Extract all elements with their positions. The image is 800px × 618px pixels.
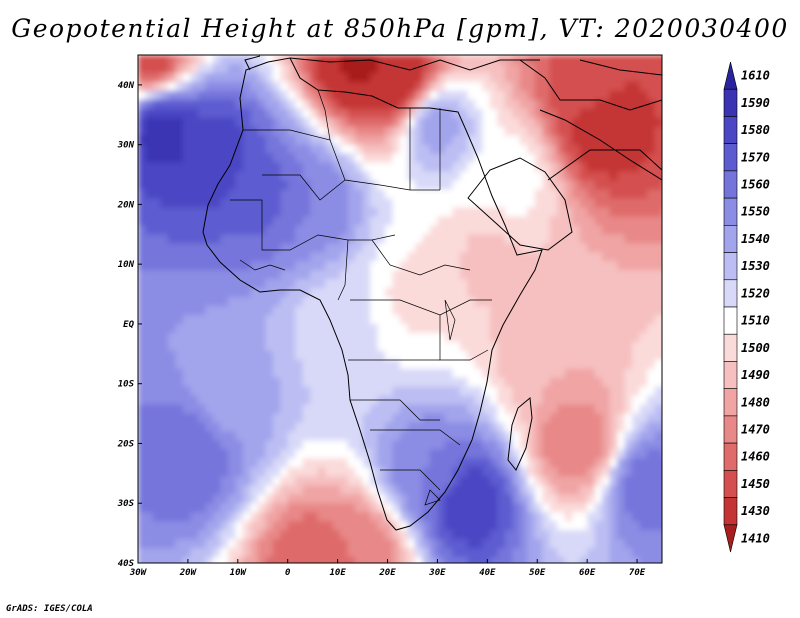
legend-swatch bbox=[723, 116, 738, 144]
coastlines bbox=[202, 55, 662, 531]
legend-label: 1500 bbox=[741, 341, 770, 355]
lon-tick-label: 70E bbox=[629, 568, 646, 578]
legend-label: 1570 bbox=[741, 150, 770, 164]
lat-tick-label: 40S bbox=[118, 559, 135, 569]
legend-label: 1410 bbox=[741, 531, 770, 545]
legend-swatch bbox=[723, 225, 738, 253]
lon-tick-label: 10E bbox=[329, 568, 346, 578]
legend-label: 1430 bbox=[741, 504, 770, 518]
lat-tick-label: 30N bbox=[117, 141, 135, 151]
lon-tick-label: 30W bbox=[129, 568, 148, 578]
geopotential-field bbox=[138, 55, 662, 563]
legend-label: 1450 bbox=[741, 477, 770, 491]
legend-swatch bbox=[723, 361, 738, 389]
lat-tick-label: 20S bbox=[117, 439, 135, 449]
country-borders bbox=[230, 89, 492, 506]
legend-swatch bbox=[723, 306, 738, 335]
legend-swatch bbox=[723, 470, 738, 498]
legend-label: 1610 bbox=[741, 69, 770, 83]
lat-tick-label: EQ bbox=[123, 320, 134, 330]
legend-label: 1560 bbox=[741, 178, 770, 192]
lon-tick-label: 20W bbox=[179, 568, 198, 578]
lon-tick-label: 40E bbox=[479, 568, 496, 578]
legend-label: 1460 bbox=[741, 450, 770, 464]
lat-tick-label: 20N bbox=[117, 200, 135, 210]
lon-tick-label: 10W bbox=[230, 568, 248, 578]
legend-label: 1580 bbox=[741, 123, 770, 137]
legend-swatch bbox=[723, 88, 738, 117]
legend-label: 1510 bbox=[741, 314, 770, 328]
legend-label: 1590 bbox=[741, 96, 770, 110]
legend-swatch bbox=[723, 442, 738, 471]
latitude-axis: 40N 30N 20N 10N EQ 10S 20S 30S 40S bbox=[117, 81, 142, 569]
lon-tick-label: 30E bbox=[428, 568, 446, 578]
lat-tick-label: 40N bbox=[118, 81, 135, 91]
lon-tick-label: 60E bbox=[579, 568, 596, 578]
legend-swatch bbox=[723, 197, 738, 226]
legend-swatch bbox=[723, 388, 738, 417]
colorbar-legend: 1610 1590 1580 1570 1560 1550 1540 1530 1520 1510… bbox=[723, 61, 770, 553]
legend-swatch bbox=[723, 61, 738, 90]
credit-text: GrADS: IGES/COLA bbox=[6, 604, 93, 614]
legend-swatch bbox=[723, 143, 738, 172]
legend-swatch bbox=[723, 170, 738, 199]
legend-label: 1550 bbox=[741, 205, 770, 219]
legend-swatch bbox=[723, 415, 738, 444]
legend-swatch bbox=[723, 524, 738, 553]
legend-label: 1470 bbox=[741, 423, 770, 437]
legend-label: 1540 bbox=[741, 232, 770, 246]
lon-tick-label: 0 bbox=[285, 568, 291, 578]
legend-swatch bbox=[723, 333, 738, 362]
lat-tick-label: 10N bbox=[118, 260, 135, 270]
legend-label: 1520 bbox=[741, 286, 770, 300]
longitude-axis: 30W 20W 10W 0 10E 20E 30E 40E 50E 60E 70E bbox=[129, 559, 646, 578]
legend-swatch bbox=[723, 279, 738, 308]
lat-tick-label: 30S bbox=[117, 499, 135, 509]
plot-frame bbox=[137, 54, 663, 564]
map-title: Geopotential Height at 850hPa [gpm], VT:… bbox=[11, 14, 789, 43]
legend-label: 1480 bbox=[741, 395, 770, 409]
lat-tick-label: 10S bbox=[118, 380, 135, 390]
legend-label: 1530 bbox=[741, 259, 770, 273]
lon-tick-label: 50E bbox=[529, 568, 546, 578]
legend-swatch bbox=[723, 252, 738, 281]
lon-tick-label: 20E bbox=[378, 568, 396, 578]
legend-swatch bbox=[723, 497, 738, 526]
legend-label: 1490 bbox=[741, 368, 770, 382]
